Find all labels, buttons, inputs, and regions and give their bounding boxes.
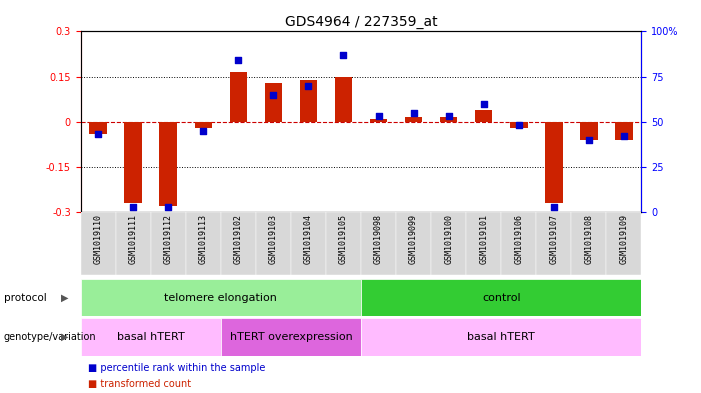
Point: [163, 204, 174, 210]
Bar: [361, 279, 641, 316]
Point: [268, 92, 279, 98]
Bar: [81, 212, 116, 275]
Bar: [396, 212, 431, 275]
Text: protocol: protocol: [4, 293, 46, 303]
Text: GSM1019106: GSM1019106: [515, 214, 523, 264]
Bar: [195, 122, 212, 128]
Bar: [265, 83, 283, 122]
Bar: [615, 122, 633, 140]
Bar: [230, 72, 247, 122]
Bar: [361, 212, 396, 275]
Bar: [431, 212, 466, 275]
Bar: [475, 110, 492, 122]
Bar: [545, 122, 562, 203]
Point: [618, 133, 629, 140]
Text: GSM1019112: GSM1019112: [164, 214, 172, 264]
Point: [233, 57, 244, 64]
Point: [93, 131, 104, 138]
Bar: [510, 122, 528, 128]
Point: [443, 113, 454, 119]
Text: ▶: ▶: [61, 332, 68, 342]
Bar: [116, 212, 151, 275]
Bar: [221, 212, 256, 275]
Bar: [160, 122, 177, 206]
Point: [338, 52, 349, 58]
Bar: [361, 318, 641, 356]
Bar: [440, 117, 458, 122]
Text: ■ transformed count: ■ transformed count: [88, 379, 191, 389]
Bar: [90, 122, 107, 134]
Text: ▶: ▶: [61, 293, 68, 303]
Bar: [125, 122, 142, 203]
Bar: [256, 212, 291, 275]
Text: ■ percentile rank within the sample: ■ percentile rank within the sample: [88, 363, 265, 373]
Text: GSM1019099: GSM1019099: [409, 214, 418, 264]
Point: [198, 128, 209, 134]
Point: [513, 122, 524, 129]
Bar: [81, 318, 221, 356]
Text: GSM1019104: GSM1019104: [304, 214, 313, 264]
Text: GSM1019108: GSM1019108: [585, 214, 593, 264]
Bar: [405, 117, 423, 122]
Bar: [571, 212, 606, 275]
Bar: [186, 212, 221, 275]
Bar: [536, 212, 571, 275]
Text: basal hTERT: basal hTERT: [117, 332, 184, 342]
Text: GSM1019109: GSM1019109: [620, 214, 628, 264]
Text: control: control: [482, 293, 521, 303]
Text: GSM1019100: GSM1019100: [444, 214, 453, 264]
Bar: [291, 212, 326, 275]
Text: GSM1019110: GSM1019110: [94, 214, 102, 264]
Text: GSM1019113: GSM1019113: [199, 214, 207, 264]
Text: GSM1019101: GSM1019101: [479, 214, 488, 264]
Bar: [370, 119, 387, 122]
Bar: [466, 212, 501, 275]
Bar: [335, 77, 353, 122]
Text: telomere elongation: telomere elongation: [164, 293, 278, 303]
Point: [128, 204, 139, 210]
Text: GSM1019098: GSM1019098: [374, 214, 383, 264]
Bar: [221, 318, 361, 356]
Text: GSM1019102: GSM1019102: [234, 214, 243, 264]
Bar: [501, 212, 536, 275]
Text: GSM1019103: GSM1019103: [269, 214, 278, 264]
Text: GSM1019107: GSM1019107: [550, 214, 558, 264]
Bar: [606, 212, 641, 275]
Bar: [151, 212, 186, 275]
Point: [303, 83, 314, 89]
Point: [583, 137, 594, 143]
Point: [478, 101, 489, 107]
Point: [408, 110, 419, 116]
Bar: [326, 212, 361, 275]
Bar: [300, 80, 317, 122]
Point: [548, 204, 559, 210]
Text: hTERT overexpression: hTERT overexpression: [229, 332, 353, 342]
Text: GSM1019111: GSM1019111: [129, 214, 137, 264]
Bar: [580, 122, 598, 140]
Title: GDS4964 / 227359_at: GDS4964 / 227359_at: [285, 15, 437, 29]
Text: GSM1019105: GSM1019105: [339, 214, 348, 264]
Text: genotype/variation: genotype/variation: [4, 332, 96, 342]
Text: basal hTERT: basal hTERT: [468, 332, 535, 342]
Bar: [81, 279, 361, 316]
Point: [373, 113, 384, 119]
